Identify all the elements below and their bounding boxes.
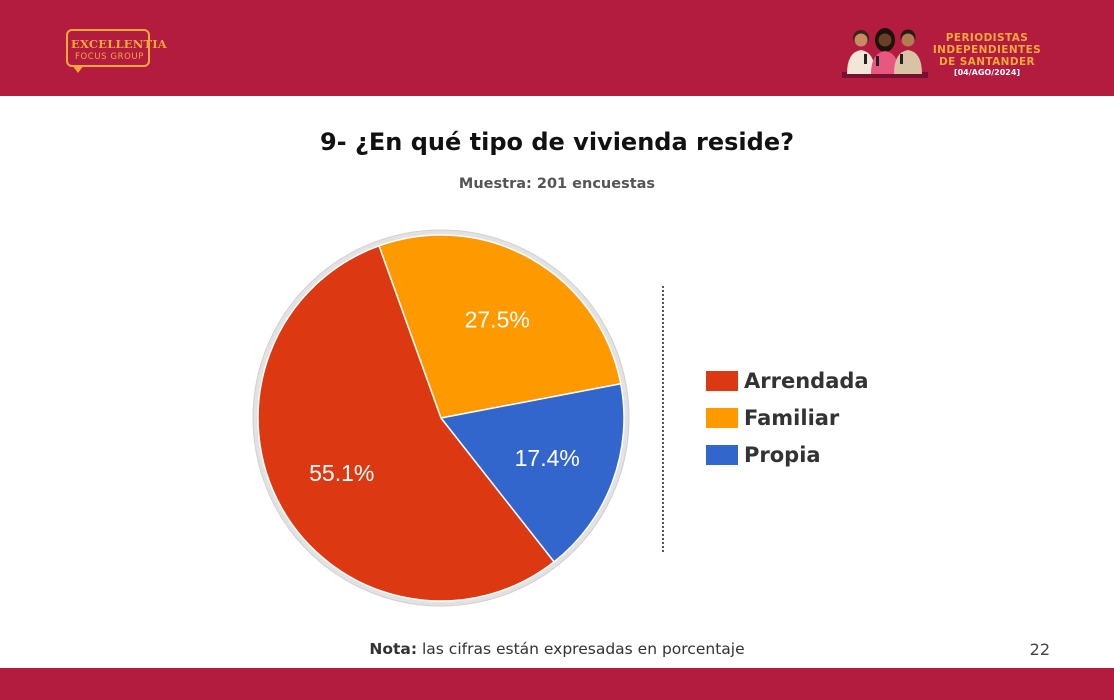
legend-item-arrendada: Arrendada: [706, 362, 869, 399]
footer-bar: [0, 668, 1114, 700]
person-right: [894, 29, 922, 74]
pie-slice-arrendada: [257, 244, 556, 602]
logo-subtitle: FOCUS GROUP: [75, 52, 144, 62]
note-label: Nota:: [369, 640, 418, 658]
logo-tail: [72, 65, 84, 73]
person-center: [871, 28, 899, 74]
pie-label-arrendada: 55.1%: [309, 460, 374, 486]
journalists-photo: [842, 28, 928, 78]
page-number: 22: [1029, 640, 1050, 659]
legend-label: Familiar: [744, 405, 840, 430]
logo-frame: [66, 29, 150, 67]
legend-swatch: [706, 407, 738, 428]
pie-slice-familiar: [378, 234, 622, 419]
legend-label: Propia: [744, 442, 821, 467]
chart-divider: [662, 286, 664, 552]
event-title: PERIODISTAS INDEPENDIENTES DE SANTANDER: [918, 32, 1056, 68]
legend-swatch: [706, 444, 738, 465]
person-left: [847, 30, 875, 74]
legend-item-propia: Propia: [706, 436, 869, 473]
pie-label-familiar: 27.5%: [465, 306, 530, 332]
brand-logo: EXCELLENTIA FOCUS GROUP: [66, 29, 167, 75]
footer-note: Nota: las cifras están expresadas en por…: [0, 640, 1114, 658]
legend-label: Arrendada: [744, 368, 869, 393]
event-title-line-2: INDEPENDIENTES: [932, 44, 1042, 56]
note-text: las cifras están expresadas en porcentaj…: [417, 640, 745, 658]
event-title-line-1: PERIODISTAS: [945, 32, 1029, 44]
pie-slice-propia: [439, 382, 625, 563]
header-bar: [0, 0, 1114, 96]
chart-title: 9- ¿En qué tipo de vivienda reside?: [319, 128, 795, 156]
pie-label-propia: 17.4%: [515, 445, 580, 471]
legend-item-familiar: Familiar: [706, 399, 869, 436]
chart-subtitle: Muestra: 201 encuestas: [458, 176, 656, 192]
legend-swatch: [706, 370, 738, 391]
logo-wordmark: EXCELLENTIA: [71, 37, 167, 51]
pie-chart: 27.5% 17.4% 55.1%: [252, 229, 630, 607]
event-date: [04/AGO/2024]: [953, 68, 1021, 77]
chart-legend: Arrendada Familiar Propia: [706, 362, 869, 473]
event-title-line-3: DE SANTANDER: [938, 56, 1036, 68]
